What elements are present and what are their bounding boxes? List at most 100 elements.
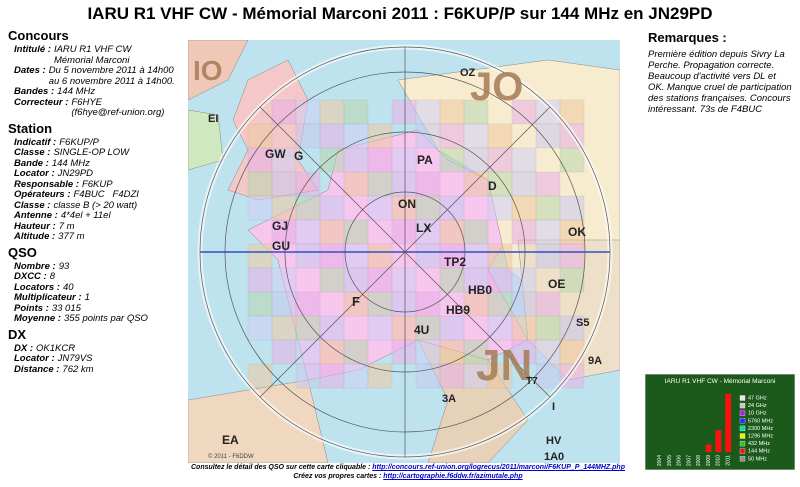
locator-square xyxy=(535,171,561,197)
locator-square xyxy=(391,267,417,293)
x-tick-label: 2009 xyxy=(706,455,712,466)
info-row: Bande :144 MHz xyxy=(8,157,188,170)
map-label: HB9 xyxy=(446,303,470,317)
info-value-line: 144 MHz xyxy=(51,157,90,169)
locator-square xyxy=(511,219,537,245)
locator-square xyxy=(247,315,273,341)
locator-square xyxy=(487,195,513,221)
map-label: T7 xyxy=(526,376,538,387)
locator-square xyxy=(439,195,465,221)
info-value-line: JN79VS xyxy=(57,353,93,364)
info-label: Indicatif : xyxy=(14,136,57,148)
info-value-line: 377 m xyxy=(58,231,85,242)
legend-swatch xyxy=(739,410,746,416)
locator-square xyxy=(535,339,561,365)
map-label: EI xyxy=(208,113,218,125)
info-value: 8 xyxy=(50,271,55,283)
locator-square xyxy=(463,171,489,197)
locator-grid xyxy=(247,99,585,389)
map-label: GU xyxy=(272,239,290,253)
info-value-line: 7 m xyxy=(58,220,75,232)
info-value-line: F6HYE xyxy=(71,96,102,108)
info-label: Responsable : xyxy=(14,178,79,190)
info-value: F6KUP xyxy=(81,178,113,191)
locator-square xyxy=(439,267,465,293)
locator-square xyxy=(343,171,369,197)
map-label: F xyxy=(352,294,360,309)
info-label: Intitulé : xyxy=(14,44,51,55)
map-credit: © 2011 - F6DDW xyxy=(208,453,254,460)
locator-square xyxy=(535,243,561,269)
info-value: 377 m xyxy=(58,231,85,243)
locator-square xyxy=(343,99,369,125)
locator-square xyxy=(247,243,273,269)
locator-square xyxy=(463,123,489,149)
locator-square xyxy=(247,267,273,293)
info-value-line: F6KUP xyxy=(81,178,113,190)
map-label: EA xyxy=(222,433,239,447)
locator-square xyxy=(295,339,321,365)
locator-square xyxy=(439,219,465,245)
chart-title: IARU R1 VHF CW - Mémorial Marconi xyxy=(665,378,776,385)
x-tick-label: 2004 xyxy=(657,455,663,466)
locator-square xyxy=(463,99,489,125)
locator-square xyxy=(367,147,393,173)
info-value-line: 40 xyxy=(62,281,74,293)
locator-square xyxy=(343,267,369,293)
info-row: Locator : JN29PD xyxy=(8,168,188,180)
info-row: Dates : Du 5 novembre 2011 à 14h00 au 6 no… xyxy=(8,65,188,87)
info-label: Points : xyxy=(14,302,49,314)
info-row: Moyenne :355 points par QSO xyxy=(8,313,188,325)
info-label: Correcteur : xyxy=(14,96,69,108)
locator-square xyxy=(271,219,297,245)
locator-square xyxy=(367,171,393,197)
info-value: 1 xyxy=(85,292,90,304)
map-label: OE xyxy=(548,277,565,291)
locator-square xyxy=(487,291,513,317)
locator-square xyxy=(319,123,345,149)
x-tick-label: 2010 xyxy=(716,455,722,466)
page-title: IARU R1 VHF CW - Mémorial Marconi 2011 :… xyxy=(87,4,713,23)
locator-square xyxy=(535,219,561,245)
locator-square xyxy=(247,171,273,197)
footer-link[interactable]: http://concours.ref-union.org/logrecus/2… xyxy=(372,464,625,471)
locator-square xyxy=(367,315,393,341)
locator-square xyxy=(487,123,513,149)
locator-square xyxy=(511,99,537,125)
locator-square xyxy=(367,195,393,221)
locator-square xyxy=(439,339,465,365)
legend-label: 10 GHz xyxy=(748,411,767,417)
map-label: HB0 xyxy=(468,283,492,297)
info-row: Bandes :144 MHz xyxy=(8,86,188,98)
locator-square xyxy=(463,147,489,173)
info-row: Responsable : F6KUP xyxy=(8,178,188,191)
locator-square xyxy=(367,267,393,293)
map-label: GW xyxy=(265,147,286,161)
info-row: DX : OK1KCR xyxy=(8,343,188,355)
locator-square xyxy=(271,291,297,317)
locator-square xyxy=(271,171,297,197)
locator-square xyxy=(535,123,561,149)
info-value-line: classe B (> 20 watt) xyxy=(53,199,138,211)
locator-square xyxy=(415,339,441,365)
bar xyxy=(705,444,712,452)
locator-square xyxy=(559,267,585,293)
map-label: LX xyxy=(416,221,431,235)
info-row: Multiplicateur :1 xyxy=(8,292,188,304)
locator-square xyxy=(487,267,513,293)
locator-square xyxy=(559,195,585,221)
footer-text: Consultez le détail des QSO sur cette ca… xyxy=(191,464,373,471)
info-row: Opérateurs : F4BUC F4DZI xyxy=(8,189,188,201)
locator-square xyxy=(535,363,561,389)
locator-square xyxy=(271,267,297,293)
locator-square xyxy=(367,291,393,317)
info-label: Distance : xyxy=(14,363,60,375)
locator-square xyxy=(247,363,273,389)
legend-label: 1296 MHz xyxy=(748,433,773,439)
footer-link[interactable]: http://cartographie.f6ddw.fr/azimutale.p… xyxy=(383,473,523,480)
info-row: Altitude :377 m xyxy=(8,231,188,243)
locator-square xyxy=(343,123,369,149)
section-heading: QSO xyxy=(8,244,37,260)
info-label: Hauteur : xyxy=(14,220,56,232)
